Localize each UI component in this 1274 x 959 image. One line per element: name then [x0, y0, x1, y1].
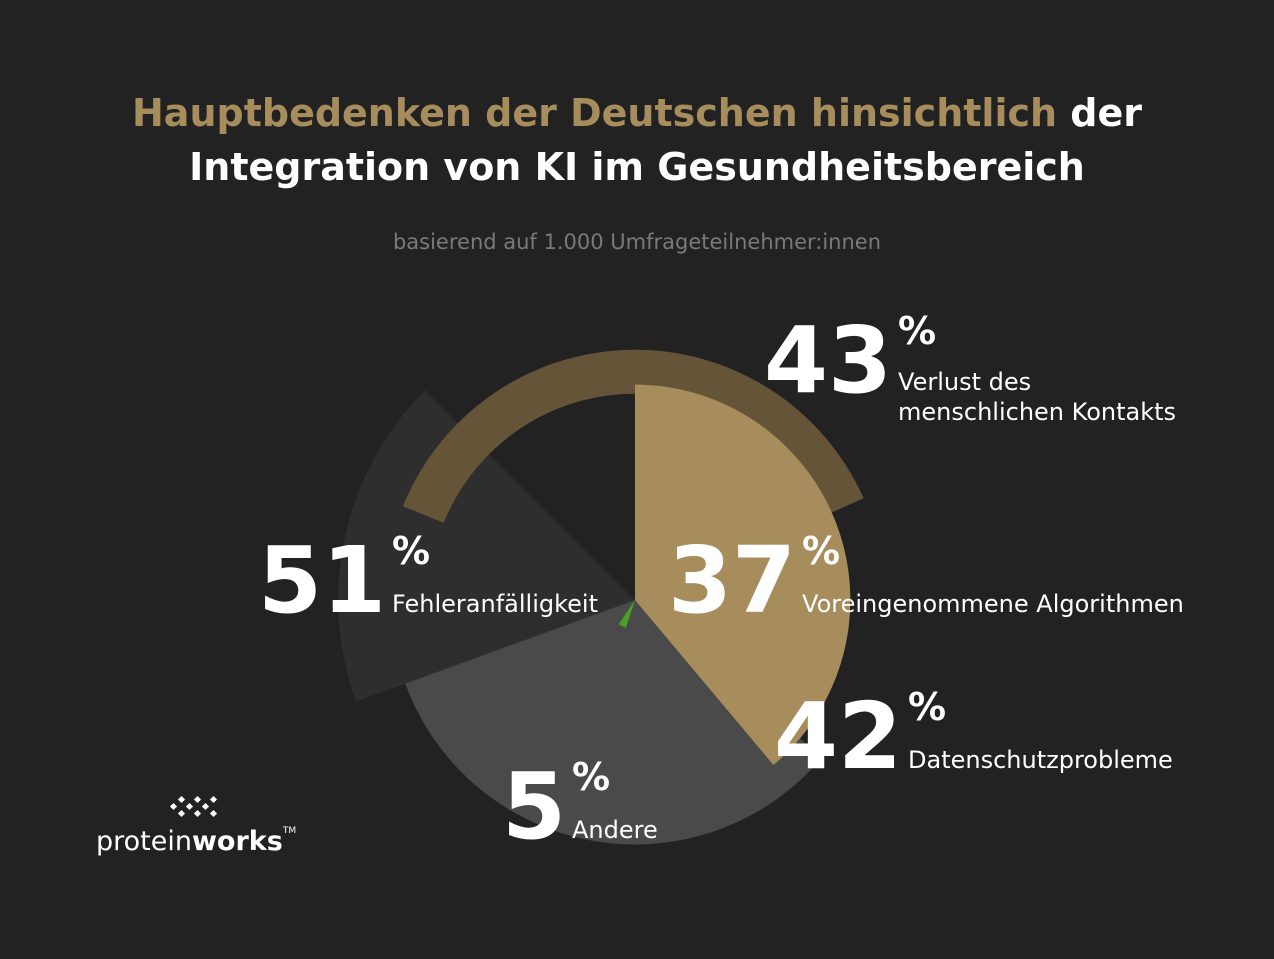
- unit-label-4: %: [572, 755, 610, 799]
- series-label-1-b: menschlichen Kontakts: [898, 398, 1176, 426]
- labels-group: 51 % Fehleranfälligkeit 43 % Verlust desmensc…: [258, 307, 1184, 860]
- value-label-4: 5: [502, 753, 566, 860]
- series-label-0: Fehleranfälligkeit: [392, 590, 598, 618]
- series-label-4: Andere: [572, 816, 658, 844]
- unit-label-1: %: [898, 309, 936, 353]
- series-label-2: Voreingenommene Algorithmen: [802, 590, 1184, 618]
- logo-icon: [169, 795, 218, 818]
- slice-2: [635, 384, 851, 765]
- value-label-2: 37: [668, 527, 796, 634]
- logo-bold: works: [191, 826, 283, 857]
- series-label-3: Datenschutzprobleme: [908, 746, 1173, 774]
- slice-4: [618, 600, 635, 628]
- value-label-1: 43: [764, 307, 892, 414]
- logo-light: protein: [96, 826, 192, 857]
- unit-label-0: %: [392, 529, 430, 573]
- value-label-3: 42: [774, 683, 902, 790]
- value-label-0: 51: [258, 527, 386, 634]
- slice-1: [402, 349, 864, 523]
- series-label-1-a: Verlust des: [898, 368, 1031, 396]
- slice-3: [405, 600, 823, 845]
- chart-title: Hauptbedenken der Deutschen hinsichtlich…: [0, 86, 1274, 194]
- unit-label-2: %: [802, 529, 840, 573]
- logo-trademark: TM: [282, 826, 297, 836]
- slices-group: [338, 349, 864, 845]
- logo-wordmark: proteinworksTM: [96, 826, 296, 857]
- title-rest: der: [1070, 91, 1142, 135]
- unit-label-3: %: [908, 685, 946, 729]
- title-line2: Integration von KI im Gesundheitsbereich: [189, 145, 1085, 189]
- title-accent: Hauptbedenken der Deutschen hinsichtlich: [132, 91, 1058, 135]
- chart-subtitle: basierend auf 1.000 Umfrageteilnehmer:in…: [392, 230, 882, 254]
- slice-0: [338, 390, 635, 702]
